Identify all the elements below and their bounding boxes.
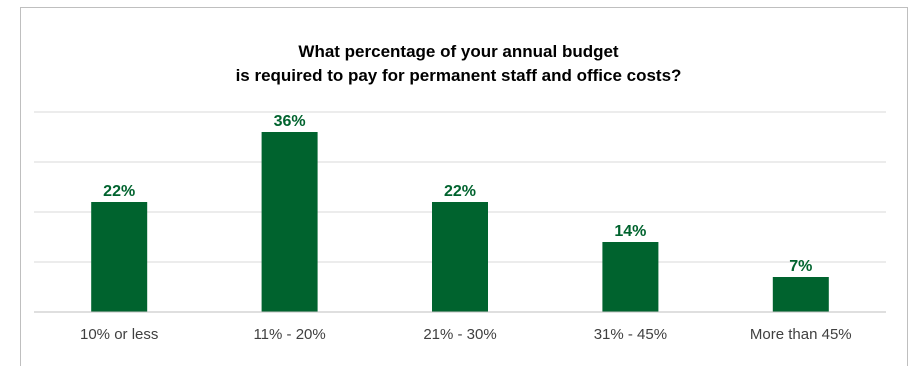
chart-title: What percentage of your annual budget is…: [0, 40, 917, 88]
chart-title-line-2: is required to pay for permanent staff a…: [235, 66, 682, 85]
x-tick-label: 11% - 20%: [253, 326, 325, 343]
bar: [432, 202, 488, 312]
x-tick-label: 21% - 30%: [423, 326, 496, 343]
data-label: 14%: [614, 223, 646, 240]
data-label: 22%: [444, 183, 476, 200]
x-tick-label: More than 45%: [750, 326, 852, 343]
data-label: 7%: [789, 258, 812, 275]
data-label: 22%: [103, 183, 135, 200]
x-tick-label: 31% - 45%: [594, 326, 667, 343]
chart-title-line-1: What percentage of your annual budget: [298, 42, 619, 61]
bar: [261, 132, 318, 312]
x-tick-label: 10% or less: [80, 326, 158, 343]
bar: [772, 277, 829, 312]
data-label: 36%: [274, 113, 306, 130]
bar: [602, 242, 659, 312]
bar: [91, 202, 148, 312]
